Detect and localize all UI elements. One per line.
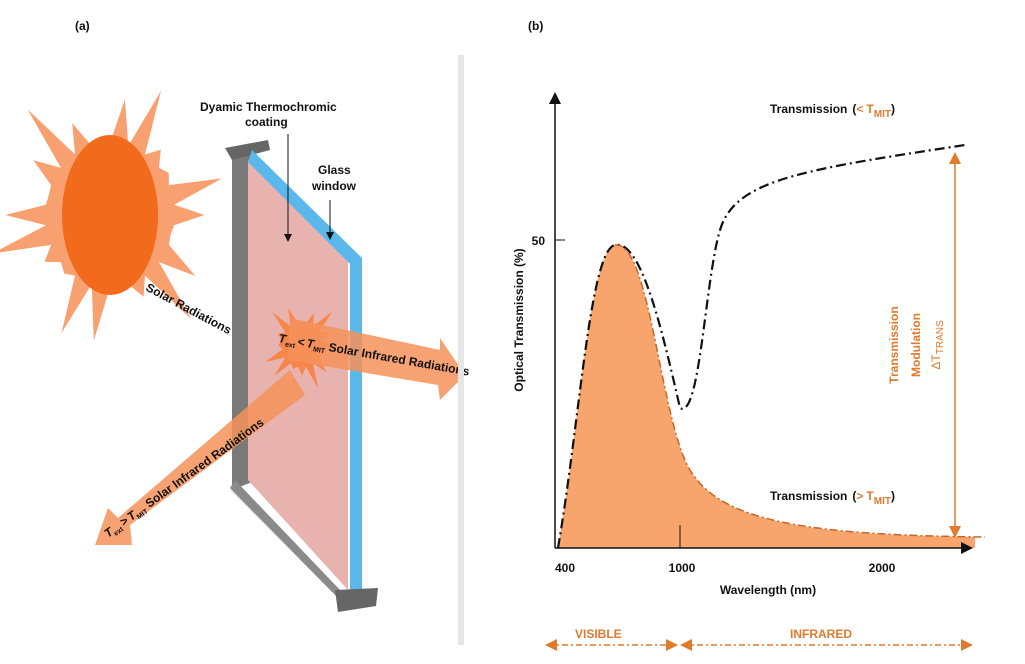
- paren: ): [891, 102, 895, 116]
- infrared-label: INFRARED: [790, 627, 852, 641]
- x-axis-label: Wavelength (nm): [720, 583, 816, 597]
- coating-label: coating: [245, 115, 288, 129]
- glass-label: Glass: [318, 163, 351, 177]
- text: Transmission: [770, 102, 847, 116]
- op: <: [856, 102, 863, 116]
- panel-b: (b) 50 400 1000 2000 Wavelength (nm) Opt…: [512, 19, 985, 645]
- solar-label: Solar Radiations: [144, 280, 234, 337]
- y-axis-label: Optical Transmission (%): [512, 248, 526, 391]
- sun-core: [62, 135, 158, 295]
- frame-foot: [335, 588, 378, 612]
- panel-a: (a) Dyamic Thermochromic coating Glass w…: [0, 19, 471, 612]
- paren: ): [891, 489, 895, 503]
- y-tick-label: 50: [532, 234, 546, 248]
- modulation-label: Modulation: [909, 313, 923, 377]
- transmission-high-area: [558, 245, 975, 548]
- panel-label: (b): [528, 19, 543, 33]
- sub: TRANS: [935, 320, 946, 354]
- x-tick-label: 400: [555, 561, 575, 575]
- visible-label: VISIBLE: [575, 627, 622, 641]
- op: >: [856, 489, 863, 503]
- divider: [458, 55, 464, 645]
- sub: MIT: [874, 496, 891, 507]
- delta: ΔT: [929, 354, 943, 370]
- panel-label: (a): [75, 19, 90, 33]
- coating: [248, 160, 348, 590]
- modulation-label: Transmission: [887, 306, 901, 383]
- sub: MIT: [874, 109, 891, 120]
- glass-label: window: [311, 179, 357, 193]
- transmission-high-label: Transmission(>TMIT): [770, 489, 895, 507]
- coating-label: Dyamic Thermochromic: [200, 100, 337, 114]
- transmission-low-label: Transmission(<TMIT): [770, 102, 895, 120]
- x-tick-label: 1000: [669, 561, 696, 575]
- x-tick-label: 2000: [869, 561, 896, 575]
- figure: (a) Dyamic Thermochromic coating Glass w…: [0, 0, 1025, 664]
- text: Transmission: [770, 489, 847, 503]
- delta-label: ΔTTRANS: [929, 320, 946, 370]
